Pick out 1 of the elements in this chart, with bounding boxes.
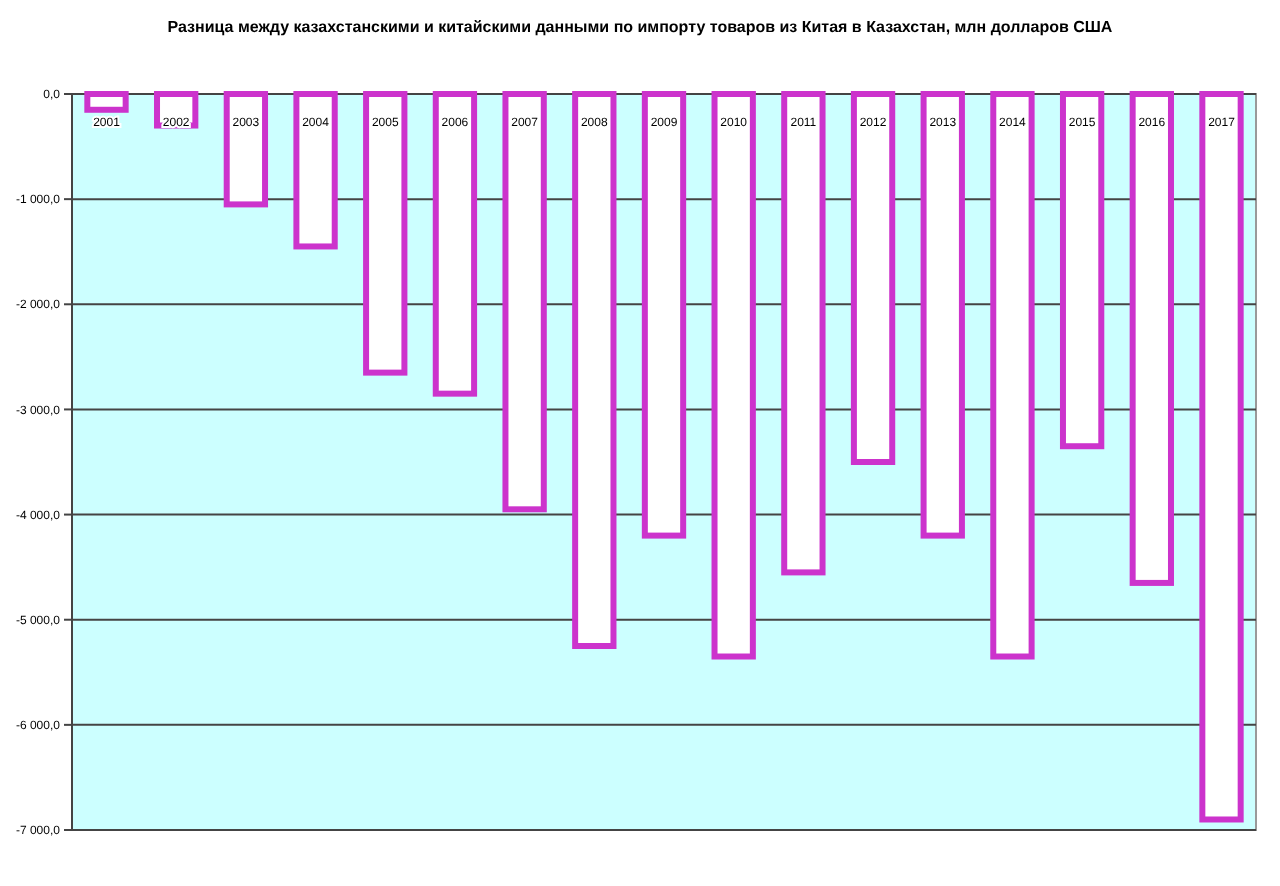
chart-title: Разница между казахстанскими и китайскими данными по импорту товаров из Китая в Казахстан, млн долларов США — [167, 18, 1113, 36]
